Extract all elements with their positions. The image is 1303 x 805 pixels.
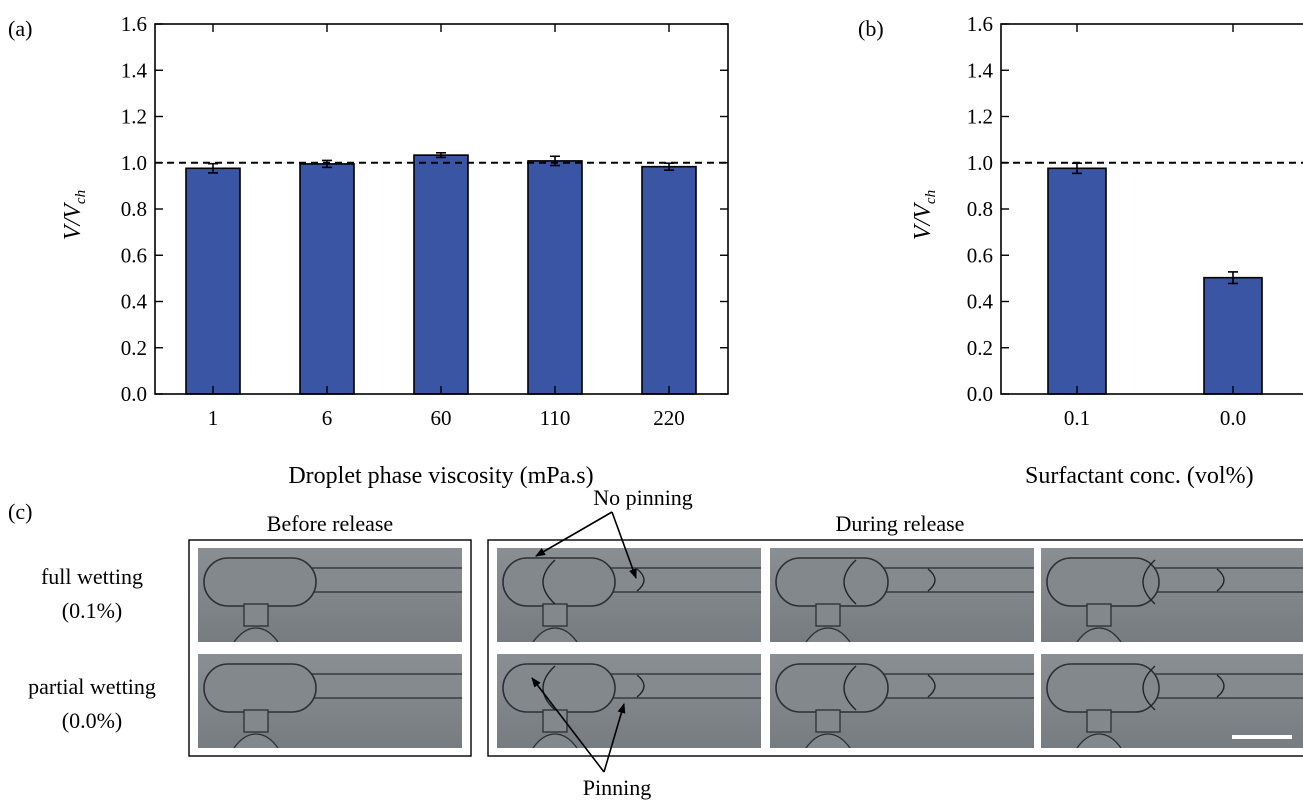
no-pinning-arrow-left <box>535 511 613 557</box>
y-tick-label: 0.2 <box>121 336 147 360</box>
chart-b: (b) 0.0 0.2 0.4 0.6 0.8 1.0 1.2 1.4 1.6 0.1 0.0 V… <box>858 12 1303 489</box>
micrograph-r2-c4 <box>1041 654 1303 748</box>
x-tick-label: 1 <box>208 406 219 430</box>
chart-b-x-axis-title: Surfactant conc. (vol%) <box>1025 463 1254 489</box>
micrograph-r2-c1 <box>198 654 462 748</box>
y-tick-label: 0.6 <box>967 243 993 267</box>
bar-110 <box>527 160 583 395</box>
y-tick-label: 1.6 <box>967 12 993 36</box>
micrograph-r1-c4 <box>1041 548 1303 642</box>
row-label-partial-wetting-conc: (0.0%) <box>62 708 122 733</box>
y-tick-label: 1.0 <box>121 151 147 175</box>
micrograph-r1-c2 <box>497 548 761 642</box>
row-label-partial-wetting: partial wetting <box>28 674 156 699</box>
y-tick-label: 1.4 <box>121 58 148 82</box>
chart-a: (a) 0.0 0.2 0.4 0.6 0.8 1.0 1.2 1.4 1.6 1 6 60 110 2… <box>8 12 729 489</box>
y-tick-label: 1.0 <box>967 151 993 175</box>
before-release-title: Before release <box>267 511 393 536</box>
row-label-full-wetting-conc: (0.1%) <box>62 598 122 623</box>
pinning-arrow-left <box>531 677 605 773</box>
micrograph-r2-c3 <box>770 654 1034 748</box>
x-tick-label: 220 <box>653 406 685 430</box>
chart-b-plot-frame <box>1000 23 1303 395</box>
chart-b-y-axis-title: V/Vch <box>910 190 939 240</box>
y-tick-label: 0.6 <box>121 243 147 267</box>
bar-0.1 <box>1047 167 1107 395</box>
scale-bar <box>1232 735 1292 739</box>
x-tick-label: 60 <box>431 406 452 430</box>
x-tick-label: 6 <box>322 406 333 430</box>
y-tick-label: 0.8 <box>121 197 147 221</box>
y-tick-label: 0.4 <box>121 290 148 314</box>
y-tick-label: 1.4 <box>967 58 994 82</box>
y-tick-label: 1.2 <box>121 105 147 129</box>
pinning-arrow-right <box>603 703 626 773</box>
no-pinning-annotation: No pinning <box>593 485 693 510</box>
panel-a-label: (a) <box>8 16 32 41</box>
bar-60 <box>413 154 469 395</box>
y-tick-label: 0.0 <box>967 382 993 406</box>
y-tick-label: 0.8 <box>967 197 993 221</box>
bar-0.0 <box>1203 276 1263 395</box>
chart-a-plot-frame <box>154 23 729 395</box>
y-tick-label: 1.2 <box>967 105 993 129</box>
micrograph-r1-c1 <box>198 548 462 642</box>
pinning-annotation: Pinning <box>583 775 651 800</box>
micrograph-panel: (c) full wetting (0.1%) partial wetting … <box>8 485 1303 800</box>
micrograph-r2-c2 <box>497 654 761 748</box>
chart-a-y-axis-title: V/Vch <box>60 190 89 240</box>
bar-1 <box>185 167 241 395</box>
row-label-full-wetting: full wetting <box>41 564 143 589</box>
x-tick-label: 0.1 <box>1064 406 1090 430</box>
x-tick-label: 110 <box>540 406 571 430</box>
bar-6 <box>299 163 355 395</box>
panel-b-label: (b) <box>858 16 884 41</box>
no-pinning-arrow-right <box>611 511 637 579</box>
during-release-title: During release <box>836 511 965 536</box>
panel-c-label: (c) <box>8 499 32 524</box>
y-tick-label: 0.4 <box>967 290 994 314</box>
x-tick-label: 0.0 <box>1220 406 1246 430</box>
y-tick-label: 1.6 <box>121 12 147 36</box>
chart-a-x-axis-title: Droplet phase viscosity (mPa.s) <box>288 463 593 489</box>
micrograph-r1-c3 <box>770 548 1034 642</box>
y-tick-label: 0.2 <box>967 336 993 360</box>
bar-220 <box>641 165 697 395</box>
y-tick-label: 0.0 <box>121 382 147 406</box>
